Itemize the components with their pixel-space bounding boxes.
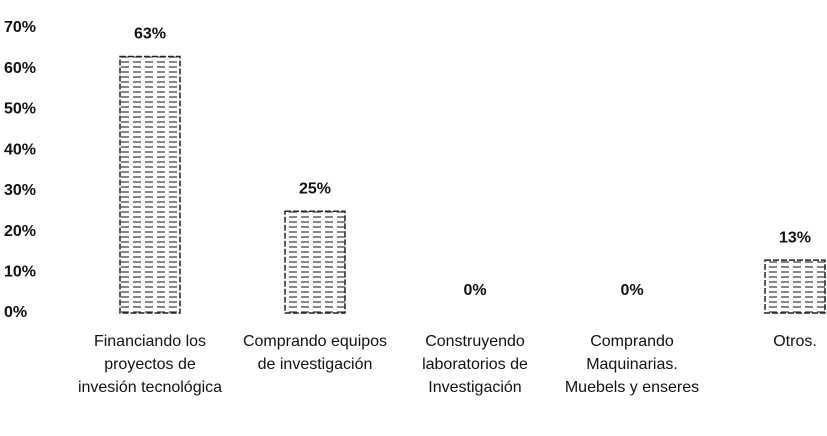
value-label: 63% [134, 26, 166, 43]
value-label: 0% [463, 282, 486, 299]
y-tick-label: 0% [4, 304, 27, 321]
bar [764, 259, 826, 314]
y-tick-label: 30% [4, 182, 36, 199]
x-tick-label: Otros. [773, 333, 817, 350]
y-tick-label: 20% [4, 223, 36, 240]
y-tick-label: 10% [4, 264, 36, 281]
value-label: 0% [620, 282, 643, 299]
y-tick-label: 50% [4, 101, 36, 118]
x-tick-label: Financiando los proyectos de invesión te… [77, 333, 223, 396]
y-tick-label: 40% [4, 141, 36, 158]
x-tick-label: Comprando equipos de investigación [242, 333, 388, 373]
value-label: 13% [779, 229, 811, 246]
y-tick-label: 60% [4, 60, 36, 77]
bar [119, 55, 181, 314]
bar [284, 210, 346, 314]
value-label: 25% [299, 180, 331, 197]
x-tick-label: Comprando Maquinarias. Muebels y enseres [564, 333, 700, 396]
y-tick-label: 70% [4, 19, 36, 36]
x-tick-label: Construyendo laboratorios de Investigaci… [422, 333, 528, 396]
